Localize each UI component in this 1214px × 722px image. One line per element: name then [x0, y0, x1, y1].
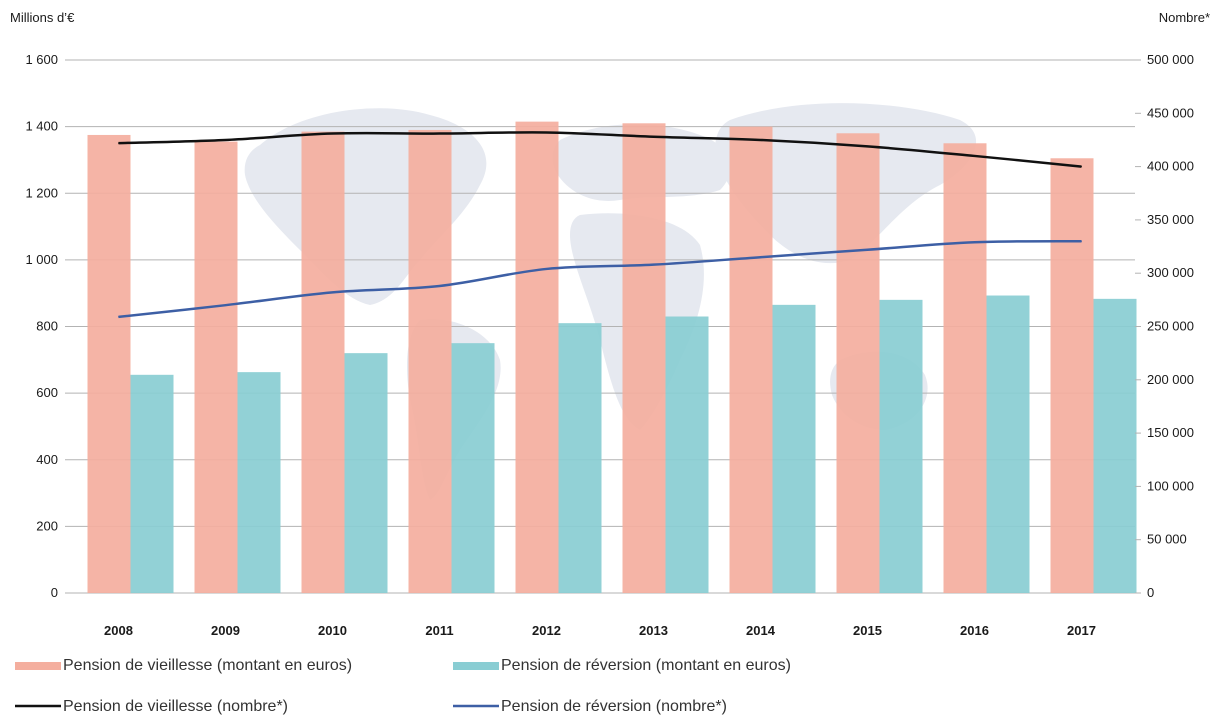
bar-vieillesse — [729, 126, 773, 593]
right-tick-label: 400 000 — [1147, 159, 1194, 174]
bar-reversion — [665, 316, 709, 593]
legend-swatch-0 — [15, 662, 61, 670]
bar-reversion — [558, 323, 602, 593]
bar-vieillesse — [622, 123, 666, 593]
right-tick-label: 250 000 — [1147, 319, 1194, 334]
x-tick-label: 2013 — [639, 623, 668, 638]
right-tick-label: 150 000 — [1147, 425, 1194, 440]
line-vieillesse — [118, 131, 1082, 168]
legend-label-1: Pension de réversion (montant en euros) — [501, 657, 791, 674]
left-tick-label: 600 — [36, 385, 58, 400]
bar-vieillesse — [1050, 158, 1094, 593]
bar-reversion — [237, 372, 281, 593]
bar-reversion — [130, 374, 174, 593]
line-reversion — [118, 239, 1082, 319]
bar-vieillesse — [515, 121, 559, 594]
bar-reversion — [344, 353, 388, 593]
x-axis: 2008 2009 2010 2011 2012 2013 2014 2015 2016 2017 — [104, 623, 1096, 638]
x-tick-label: 2011 — [425, 623, 453, 638]
line-point — [332, 291, 333, 293]
bar-reversion — [772, 304, 816, 593]
bar-reversion — [986, 295, 1030, 593]
right-tick-label: 0 — [1147, 585, 1154, 600]
x-tick-label: 2009 — [211, 623, 240, 638]
bar-vieillesse — [836, 133, 880, 593]
right-tick-label: 500 000 — [1147, 52, 1194, 67]
left-tick-label: 1 200 — [25, 185, 58, 200]
bars — [87, 121, 1137, 594]
line-point — [546, 131, 547, 133]
line-point — [332, 133, 333, 135]
x-tick-label: 2008 — [104, 623, 133, 638]
line-point — [1081, 166, 1082, 168]
line-point — [974, 241, 975, 243]
right-axis: Nombre* 0 50 000 100 000 150 000 200 000 250 … — [1135, 10, 1210, 600]
x-tick-label: 2010 — [318, 623, 347, 638]
x-tick-label: 2017 — [1067, 623, 1096, 638]
line-point — [1081, 240, 1082, 242]
line-point — [653, 264, 654, 266]
bar-reversion — [1093, 298, 1137, 593]
legend-label-0: Pension de vieillesse (montant en euros) — [63, 657, 352, 674]
lines — [118, 131, 1082, 319]
line-point — [760, 139, 761, 141]
left-tick-label: 800 — [36, 319, 58, 334]
line-point — [867, 145, 868, 147]
right-tick-label: 350 000 — [1147, 212, 1194, 227]
line-point — [225, 304, 226, 306]
bar-reversion — [451, 343, 495, 593]
x-tick-label: 2014 — [746, 623, 776, 638]
legend: Pension de vieillesse (montant en euros)… — [15, 657, 791, 715]
bar-vieillesse — [301, 131, 345, 593]
bar-vieillesse — [943, 143, 987, 593]
line-point — [225, 139, 226, 141]
x-tick-label: 2016 — [960, 623, 989, 638]
line-point — [439, 285, 440, 287]
bar-vieillesse — [408, 129, 452, 594]
legend-swatch-1 — [453, 662, 499, 670]
x-tick-label: 2012 — [532, 623, 561, 638]
line-point — [974, 155, 975, 157]
left-tick-label: 1 600 — [25, 52, 58, 67]
line-point — [546, 268, 547, 270]
left-tick-label: 0 — [51, 585, 58, 600]
line-point — [439, 133, 440, 135]
bar-reversion — [879, 299, 923, 593]
right-tick-label: 450 000 — [1147, 105, 1194, 120]
bar-vieillesse — [87, 134, 131, 593]
legend-label-2: Pension de vieillesse (nombre*) — [63, 698, 288, 715]
right-tick-label: 50 000 — [1147, 532, 1187, 547]
left-axis-unit: Millions d’€ — [10, 10, 75, 25]
right-axis-unit: Nombre* — [1159, 10, 1210, 25]
line-point — [653, 136, 654, 138]
left-tick-label: 1 000 — [25, 252, 58, 267]
line-point — [118, 142, 119, 144]
left-tick-label: 400 — [36, 452, 58, 467]
bar-vieillesse — [194, 141, 238, 593]
line-point — [118, 316, 119, 318]
line-point — [760, 256, 761, 258]
legend-label-3: Pension de réversion (nombre*) — [501, 698, 727, 715]
right-tick-label: 200 000 — [1147, 372, 1194, 387]
left-axis: Millions d’€ 0 200 400 600 800 1 000 1 200 1 40… — [10, 10, 75, 600]
right-tick-label: 300 000 — [1147, 265, 1194, 280]
left-tick-label: 200 — [36, 518, 58, 533]
right-tick-label: 100 000 — [1147, 478, 1194, 493]
x-tick-label: 2015 — [853, 623, 882, 638]
line-point — [867, 249, 868, 251]
left-tick-label: 1 400 — [25, 119, 58, 134]
